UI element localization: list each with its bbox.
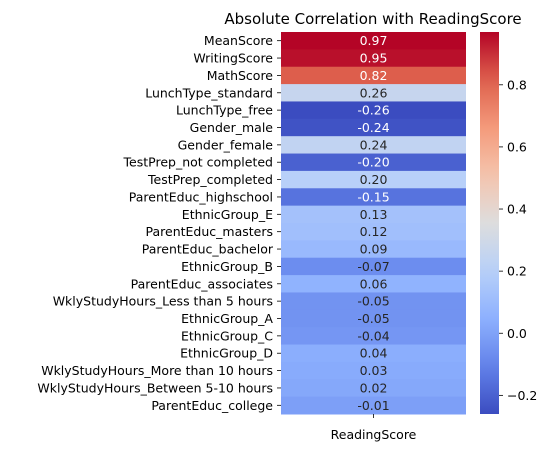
cell-annotation: 0.04	[360, 346, 388, 361]
cell-annotation: -0.15	[357, 189, 389, 204]
heatmap-cell	[281, 84, 466, 102]
cell-annotation: -0.20	[357, 155, 389, 170]
row-label: WritingScore	[193, 51, 273, 66]
row-label: EthnicGroup_B	[181, 259, 273, 274]
cell-annotation: -0.26	[357, 103, 389, 118]
cell-annotation: -0.24	[357, 120, 389, 135]
row-label: TestPrep_not completed	[123, 155, 273, 170]
heatmap-cell	[281, 205, 466, 224]
cell-annotation: 0.09	[360, 242, 388, 257]
heatmap-cell	[281, 379, 466, 398]
heatmap-cell	[281, 257, 466, 276]
row-label: WklyStudyHours_Less than 5 hours	[53, 294, 273, 309]
cell-annotation: 0.06	[360, 276, 388, 291]
heatmap-cell	[281, 309, 466, 328]
cell-annotation: 0.13	[360, 207, 388, 222]
cell-annotation: 0.03	[360, 363, 388, 378]
row-label: EthnicGroup_E	[182, 207, 273, 222]
row-label: ParentEduc_highschool	[129, 189, 273, 204]
row-label: WklyStudyHours_More than 10 hours	[41, 363, 273, 378]
row-label: LunchType_standard	[145, 85, 273, 100]
row-label: Gender_female	[178, 137, 274, 152]
row-label: ParentEduc_masters	[146, 224, 273, 239]
cell-annotation: 0.24	[360, 137, 388, 152]
heatmap-cell	[281, 344, 466, 363]
row-label: EthnicGroup_C	[181, 328, 273, 343]
heatmap-cell	[281, 396, 466, 415]
x-axis: ReadingScore	[331, 414, 417, 442]
colorbar-tick-label: 0.6	[507, 139, 527, 154]
heatmap-cells: 0.97 0.95 0.82 0.26 -0.26 -0.24 0.24 -0.20 0.20 -…	[281, 32, 466, 415]
chart-title: Absolute Correlation with ReadingScore	[224, 10, 521, 28]
row-label: Gender_male	[190, 120, 274, 135]
row-label: LunchType_free	[176, 103, 273, 118]
heatmap-cell	[281, 223, 466, 241]
heatmap-cell	[281, 49, 466, 68]
column-label: ReadingScore	[331, 427, 417, 442]
colorbar-tick-label: 0.2	[507, 264, 527, 279]
cell-annotation: -0.05	[357, 294, 389, 309]
row-label: MeanScore	[204, 33, 273, 48]
heatmap-cell	[281, 32, 466, 50]
colorbar-gradient	[480, 32, 499, 414]
row-label: MathScore	[207, 68, 274, 83]
row-label: TestPrep_completed	[147, 172, 273, 187]
cell-annotation: 0.12	[360, 224, 388, 239]
heatmap-cell	[281, 118, 466, 137]
heatmap-cell	[281, 361, 466, 380]
cell-annotation: 0.20	[360, 172, 388, 187]
cell-annotation: -0.01	[357, 398, 389, 413]
row-label: ParentEduc_college	[151, 398, 273, 413]
colorbar-tick-label: −0.2	[507, 388, 537, 403]
cell-annotation: -0.07	[357, 259, 389, 274]
heatmap-cell	[281, 136, 466, 155]
row-label: WklyStudyHours_Between 5-10 hours	[37, 380, 273, 395]
row-labels: MeanScore WritingScore MathScore LunchType_…	[37, 33, 281, 413]
cell-annotation: 0.02	[360, 380, 388, 395]
heatmap-cell	[281, 275, 466, 293]
heatmap-cell	[281, 240, 466, 259]
colorbar: −0.2 0.0 0.2 0.4 0.6 0.8	[480, 32, 537, 414]
cell-annotation: 0.95	[360, 51, 388, 66]
row-label: ParentEduc_associates	[131, 276, 273, 291]
colorbar-tick-label: 0.8	[507, 77, 527, 92]
heatmap-cell	[281, 66, 466, 85]
heatmap-cell	[281, 292, 466, 311]
cell-annotation: 0.26	[360, 85, 388, 100]
heatmap-cell	[281, 101, 466, 120]
heatmap-cell	[281, 170, 466, 189]
cell-annotation: 0.82	[360, 68, 388, 83]
colorbar-tick-label: 0.0	[507, 326, 527, 341]
heatmap-cell	[281, 327, 466, 346]
heatmap-cell	[281, 153, 466, 172]
row-label: EthnicGroup_A	[181, 311, 273, 326]
cell-annotation: -0.05	[357, 311, 389, 326]
heatmap-cell	[281, 188, 466, 207]
row-label: ParentEduc_bachelor	[142, 242, 274, 257]
row-label: EthnicGroup_D	[180, 346, 273, 361]
cell-annotation: 0.97	[360, 33, 388, 48]
colorbar-tick-label: 0.4	[507, 202, 527, 217]
cell-annotation: -0.04	[357, 328, 389, 343]
